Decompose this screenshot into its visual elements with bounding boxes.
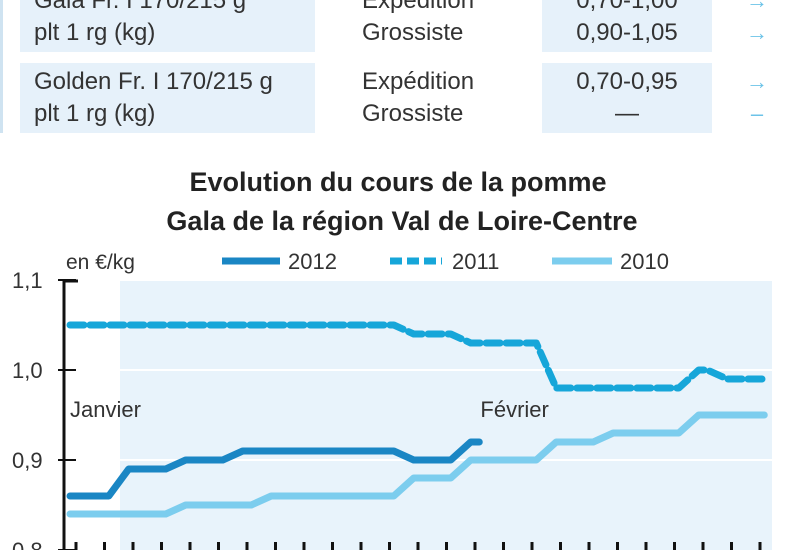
stage-line: Grossiste bbox=[362, 100, 464, 127]
trend-arrow-icon: → bbox=[746, 0, 768, 13]
trend-cell: → – bbox=[732, 63, 782, 133]
price-table: Gala Fr. I 170/215 g plt 1 rg (kg) Expéd… bbox=[0, 0, 800, 145]
chart-subtitle: Gala de la région Val de Loire-Centre bbox=[166, 206, 637, 236]
series-lines bbox=[66, 321, 768, 518]
series-line-2011 bbox=[66, 321, 768, 392]
price-evolution-chart: Evolution du cours de la pomme Gala de l… bbox=[0, 150, 800, 555]
chart-svg: Evolution du cours de la pomme Gala de l… bbox=[12, 167, 772, 555]
price-cell: 0,70-0,95 — bbox=[542, 63, 712, 133]
table-left-rule bbox=[0, 0, 3, 133]
table-row: Gala Fr. I 170/215 g plt 1 rg (kg) Expéd… bbox=[20, 0, 800, 52]
month-label: Janvier bbox=[70, 397, 141, 422]
trend-cell: → → bbox=[732, 0, 782, 52]
y-tick-label: 1,1 bbox=[12, 268, 43, 293]
annotations: Janvier Février bbox=[70, 397, 549, 422]
y-axis-unit-label: en €/kg bbox=[66, 251, 135, 274]
series-line-2012 bbox=[66, 438, 483, 500]
legend-label-2011: 2011 bbox=[452, 249, 499, 274]
y-tick-label: 0,9 bbox=[12, 448, 43, 473]
product-line: plt 1 rg (kg) bbox=[34, 100, 156, 127]
stage-line: Expédition bbox=[362, 68, 475, 95]
month-label: Février bbox=[480, 397, 548, 422]
trend-dash-icon: – bbox=[750, 101, 764, 126]
price-line: 0,70-1,00 bbox=[576, 0, 678, 14]
chart-title: Evolution du cours de la pomme bbox=[189, 167, 606, 197]
price-line: 0,90-1,05 bbox=[576, 19, 678, 46]
product-line: Golden Fr. I 170/215 g bbox=[34, 68, 273, 95]
product-line: Gala Fr. I 170/215 g bbox=[34, 0, 247, 14]
stage-line: Expédition bbox=[362, 0, 475, 14]
table-row: Golden Fr. I 170/215 g plt 1 rg (kg) Exp… bbox=[20, 63, 800, 133]
stage-cell: Expédition Grossiste bbox=[362, 63, 552, 133]
trend-arrow-icon: → bbox=[746, 69, 768, 94]
trend-arrow-icon: → bbox=[746, 20, 768, 45]
product-cell: Golden Fr. I 170/215 g plt 1 rg (kg) bbox=[20, 63, 315, 133]
y-tick-label: 1,0 bbox=[12, 358, 43, 383]
plot-area-background bbox=[120, 280, 772, 550]
plot-background bbox=[120, 280, 772, 550]
chart-legend: 2012 2011 2010 bbox=[222, 249, 669, 274]
stage-cell: Expédition Grossiste bbox=[362, 0, 552, 52]
y-tick-label: 0,8 bbox=[12, 538, 43, 550]
price-line: 0,70-0,95 bbox=[576, 68, 678, 95]
stage-line: Grossiste bbox=[362, 19, 464, 46]
price-line: — bbox=[615, 100, 639, 127]
product-line: plt 1 rg (kg) bbox=[34, 19, 156, 46]
product-cell: Gala Fr. I 170/215 g plt 1 rg (kg) bbox=[20, 0, 315, 52]
legend-label-2010: 2010 bbox=[620, 249, 669, 274]
price-cell: 0,70-1,00 0,90-1,05 bbox=[542, 0, 712, 52]
legend-label-2012: 2012 bbox=[288, 249, 337, 274]
series-line-2010 bbox=[66, 411, 768, 518]
